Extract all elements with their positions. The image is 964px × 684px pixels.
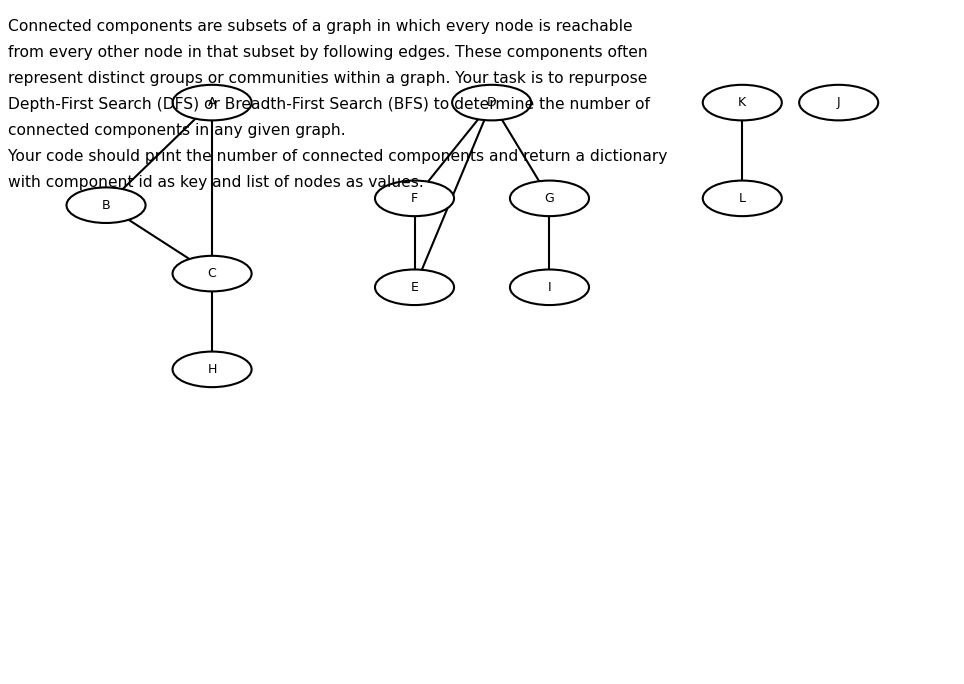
- Text: B: B: [102, 198, 110, 212]
- Ellipse shape: [67, 187, 146, 223]
- Text: Depth-First Search (DFS) or Breadth-First Search (BFS) to determine the number o: Depth-First Search (DFS) or Breadth-Firs…: [8, 97, 650, 112]
- Text: L: L: [738, 192, 746, 205]
- Text: K: K: [738, 96, 746, 109]
- Text: from every other node in that subset by following edges. These components often: from every other node in that subset by …: [8, 45, 648, 60]
- Ellipse shape: [510, 181, 589, 216]
- Text: A: A: [208, 96, 216, 109]
- Text: I: I: [548, 280, 551, 294]
- Text: D: D: [487, 96, 496, 109]
- Ellipse shape: [510, 269, 589, 305]
- Text: Connected components are subsets of a graph in which every node is reachable: Connected components are subsets of a gr…: [8, 19, 632, 34]
- Text: with component id as key and list of nodes as values.: with component id as key and list of nod…: [8, 175, 423, 190]
- Ellipse shape: [452, 85, 531, 120]
- Ellipse shape: [173, 256, 252, 291]
- Text: E: E: [411, 280, 418, 294]
- Text: Your code should print the number of connected components and return a dictionar: Your code should print the number of con…: [8, 149, 667, 164]
- Text: represent distinct groups or communities within a graph. Your task is to repurpo: represent distinct groups or communities…: [8, 71, 647, 86]
- Text: connected components in any given graph.: connected components in any given graph.: [8, 123, 345, 138]
- Ellipse shape: [799, 85, 878, 120]
- Ellipse shape: [375, 269, 454, 305]
- Text: F: F: [411, 192, 418, 205]
- Ellipse shape: [173, 85, 252, 120]
- Ellipse shape: [173, 352, 252, 387]
- Text: C: C: [207, 267, 217, 280]
- Text: J: J: [837, 96, 841, 109]
- Ellipse shape: [703, 85, 782, 120]
- Text: G: G: [545, 192, 554, 205]
- Text: H: H: [207, 363, 217, 376]
- Ellipse shape: [703, 181, 782, 216]
- Ellipse shape: [375, 181, 454, 216]
